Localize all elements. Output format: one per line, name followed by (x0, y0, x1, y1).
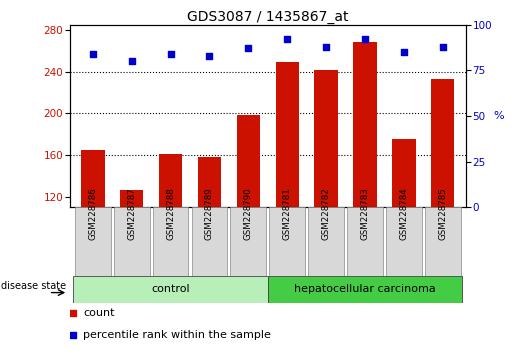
Bar (198, 157, 221, 322)
Text: control: control (151, 284, 190, 295)
Point (361, 36, 369, 42)
Point (89, 51, 97, 57)
Text: GSM228790: GSM228790 (244, 188, 253, 240)
Bar (237, 115, 260, 322)
Text: GSM228781: GSM228781 (283, 188, 291, 240)
Bar (353, 42, 376, 322)
Text: disease state: disease state (2, 281, 66, 291)
Bar (386, 207, 422, 276)
Bar (425, 207, 460, 276)
Point (70, 332, 78, 337)
Bar (315, 70, 338, 322)
Point (283, 36, 291, 42)
Bar (114, 207, 150, 276)
Text: hepatocellular carcinoma: hepatocellular carcinoma (294, 284, 436, 295)
Text: GSM228783: GSM228783 (360, 188, 369, 240)
Point (128, 58, 136, 64)
Bar (269, 207, 305, 276)
Point (400, 49, 408, 55)
Bar (75, 207, 111, 276)
Bar (159, 154, 182, 322)
Text: GSM228788: GSM228788 (166, 188, 175, 240)
Text: percentile rank within the sample: percentile rank within the sample (83, 330, 271, 339)
Text: GSM228784: GSM228784 (399, 188, 408, 240)
Bar (74, 276, 268, 303)
Bar (276, 62, 299, 322)
Bar (308, 207, 344, 276)
Point (166, 51, 175, 57)
Bar (431, 79, 454, 322)
Text: GSM228787: GSM228787 (127, 188, 136, 240)
Text: GSM228786: GSM228786 (89, 188, 97, 240)
Text: GSM228789: GSM228789 (205, 188, 214, 240)
Point (70, 310, 78, 316)
Text: GSM228785: GSM228785 (438, 188, 447, 240)
Bar (81, 150, 105, 322)
Point (205, 53, 214, 59)
Bar (347, 207, 383, 276)
Y-axis label: %: % (493, 111, 504, 121)
Bar (120, 190, 143, 322)
Bar (268, 276, 462, 303)
Title: GDS3087 / 1435867_at: GDS3087 / 1435867_at (187, 10, 349, 24)
Point (244, 46, 252, 51)
Bar (153, 207, 188, 276)
Point (322, 44, 330, 50)
Text: count: count (83, 308, 115, 318)
Point (439, 44, 447, 50)
Bar (392, 139, 416, 322)
Text: GSM228782: GSM228782 (321, 188, 331, 240)
Bar (231, 207, 266, 276)
Bar (192, 207, 227, 276)
